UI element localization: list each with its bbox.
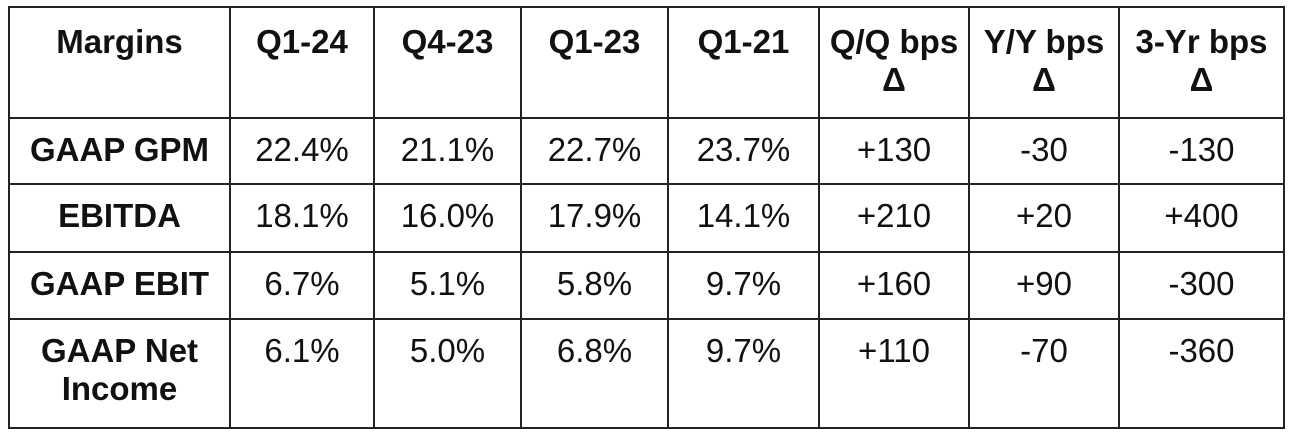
value-cell: 17.9% bbox=[520, 183, 669, 253]
value-cell: +210 bbox=[818, 183, 970, 253]
value-cell: +90 bbox=[968, 251, 1120, 320]
value-cell: 22.4% bbox=[229, 117, 375, 185]
row-label: GAAP EBIT bbox=[8, 251, 231, 320]
value-cell: 6.7% bbox=[229, 251, 375, 320]
value-cell: 5.0% bbox=[373, 318, 522, 429]
header-cell: Q1-24 bbox=[229, 6, 375, 119]
table-row: GAAP Net Income 6.1% 5.0% 6.8% 9.7% +110 -70 -3… bbox=[8, 318, 1285, 429]
header-row: Margins Q1-24 Q4-23 Q1-23 Q1-21 Q/Q bps Δ Y/Y … bbox=[8, 6, 1285, 119]
value-cell: -30 bbox=[968, 117, 1120, 185]
value-cell: 5.1% bbox=[373, 251, 522, 320]
value-cell: -70 bbox=[968, 318, 1120, 429]
value-cell: +110 bbox=[818, 318, 970, 429]
value-cell: 14.1% bbox=[667, 183, 820, 253]
header-cell: Q1-21 bbox=[667, 6, 820, 119]
row-label: GAAP GPM bbox=[8, 117, 231, 185]
value-cell: -360 bbox=[1118, 318, 1285, 429]
value-cell: -130 bbox=[1118, 117, 1285, 185]
value-cell: 18.1% bbox=[229, 183, 375, 253]
margins-table: Margins Q1-24 Q4-23 Q1-23 Q1-21 Q/Q bps Δ Y/Y … bbox=[8, 6, 1285, 429]
value-cell: 9.7% bbox=[667, 318, 820, 429]
value-cell: +130 bbox=[818, 117, 970, 185]
value-cell: 22.7% bbox=[520, 117, 669, 185]
value-cell: 16.0% bbox=[373, 183, 522, 253]
header-cell: Q4-23 bbox=[373, 6, 522, 119]
value-cell: 21.1% bbox=[373, 117, 522, 185]
value-cell: +400 bbox=[1118, 183, 1285, 253]
value-cell: 9.7% bbox=[667, 251, 820, 320]
value-cell: 6.1% bbox=[229, 318, 375, 429]
row-label: GAAP Net Income bbox=[8, 318, 231, 429]
value-cell: 6.8% bbox=[520, 318, 669, 429]
value-cell: 23.7% bbox=[667, 117, 820, 185]
table-row: GAAP GPM 22.4% 21.1% 22.7% 23.7% +130 -30 -130 bbox=[8, 117, 1285, 185]
value-cell: +160 bbox=[818, 251, 970, 320]
header-cell: 3-Yr bps Δ bbox=[1118, 6, 1285, 119]
table-row: EBITDA 18.1% 16.0% 17.9% 14.1% +210 +20 +400 bbox=[8, 183, 1285, 253]
header-cell: Y/Y bps Δ bbox=[968, 6, 1120, 119]
value-cell: -300 bbox=[1118, 251, 1285, 320]
header-cell: Q/Q bps Δ bbox=[818, 6, 970, 119]
table-row: GAAP EBIT 6.7% 5.1% 5.8% 9.7% +160 +90 -300 bbox=[8, 251, 1285, 320]
value-cell: 5.8% bbox=[520, 251, 669, 320]
header-cell: Margins bbox=[8, 6, 231, 119]
row-label: EBITDA bbox=[8, 183, 231, 253]
header-cell: Q1-23 bbox=[520, 6, 669, 119]
value-cell: +20 bbox=[968, 183, 1120, 253]
